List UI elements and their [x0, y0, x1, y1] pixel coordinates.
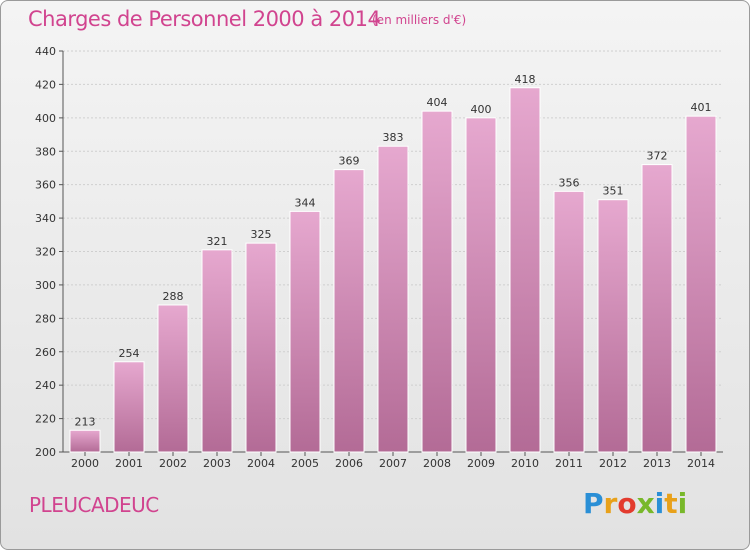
data-label-2007: 383	[383, 131, 404, 144]
bar-2012	[597, 199, 629, 453]
y-tick-label: 260	[35, 346, 56, 359]
bar-2006	[333, 169, 365, 453]
x-tick-label-2005: 2005	[291, 457, 319, 470]
bar-2009	[465, 117, 497, 453]
bar-2008	[421, 110, 453, 453]
data-label-2004: 325	[251, 228, 272, 241]
x-tick-label-2012: 2012	[599, 457, 627, 470]
y-tick-label: 220	[35, 413, 56, 426]
bar-2010	[509, 87, 541, 453]
y-tick-label: 280	[35, 312, 56, 325]
logo-letter: o	[617, 487, 637, 520]
data-label-2008: 404	[427, 96, 448, 109]
y-tick-label: 360	[35, 179, 56, 192]
chart-title: Charges de Personnel 2000 à 2014	[28, 7, 381, 31]
bar-2002	[157, 304, 189, 453]
x-tick-label-2001: 2001	[115, 457, 143, 470]
data-label-2011: 356	[559, 176, 580, 189]
x-tick-label-2010: 2010	[511, 457, 539, 470]
bar-2005	[289, 210, 321, 453]
logo-letter: i	[654, 487, 665, 520]
y-tick-label: 240	[35, 379, 56, 392]
logo-letter: t	[664, 487, 678, 520]
bar-2000	[69, 429, 101, 453]
x-tick-label-2014: 2014	[687, 457, 715, 470]
bar-2004	[245, 242, 277, 453]
data-label-2013: 372	[647, 150, 668, 163]
data-label-2010: 418	[515, 73, 536, 86]
bar-2001	[113, 361, 145, 453]
y-tick-label: 420	[35, 78, 56, 91]
x-tick-label-2008: 2008	[423, 457, 451, 470]
y-tick-label: 300	[35, 279, 56, 292]
bar-2014	[685, 115, 717, 453]
data-label-2003: 321	[207, 235, 228, 248]
chart-unit: (en milliers d'€)	[372, 13, 467, 27]
x-tick-label-2013: 2013	[643, 457, 671, 470]
bar-2007	[377, 145, 409, 453]
bar-2013	[641, 164, 673, 453]
x-tick-label-2000: 2000	[71, 457, 99, 470]
data-label-2009: 400	[471, 103, 492, 116]
data-label-2012: 351	[603, 185, 624, 198]
x-tick-label-2009: 2009	[467, 457, 495, 470]
data-label-2005: 344	[295, 196, 316, 209]
logo-letter: i	[677, 487, 688, 520]
x-tick-label-2002: 2002	[159, 457, 187, 470]
data-label-2000: 213	[75, 415, 96, 428]
data-label-2001: 254	[119, 347, 140, 360]
y-tick-label: 380	[35, 145, 56, 158]
place-name: PLEUCADEUC	[29, 493, 159, 517]
y-tick-labels: 200 220 240 260 280 300 320 340 360 380 400 420 440	[35, 45, 56, 459]
y-tick-label: 200	[35, 446, 56, 459]
data-labels: 213 254 288 321 325 344 369 383 404 400 418 356 351 3…	[75, 73, 712, 429]
logo-letter: r	[603, 487, 618, 520]
bars	[69, 87, 717, 453]
y-tick-label: 320	[35, 246, 56, 259]
logo-letter: P	[583, 487, 604, 520]
x-tick-labels: 2000 2001 2002 2003 2004 2005 2006 2007 2008 2009…	[71, 452, 715, 470]
x-tick-label-2003: 2003	[203, 457, 231, 470]
logo-letter: x	[636, 487, 655, 520]
data-label-2014: 401	[691, 101, 712, 114]
bar-2003	[201, 249, 233, 453]
x-tick-label-2004: 2004	[247, 457, 275, 470]
x-tick-label-2007: 2007	[379, 457, 407, 470]
x-tick-label-2006: 2006	[335, 457, 363, 470]
y-tick-label: 340	[35, 212, 56, 225]
proxiti-logo: Proxiti	[583, 487, 687, 520]
bar-2011	[553, 190, 585, 453]
data-label-2002: 288	[163, 290, 184, 303]
y-tick-label: 440	[35, 45, 56, 58]
x-tick-label-2011: 2011	[555, 457, 583, 470]
y-tick-label: 400	[35, 112, 56, 125]
data-label-2006: 369	[339, 155, 360, 168]
